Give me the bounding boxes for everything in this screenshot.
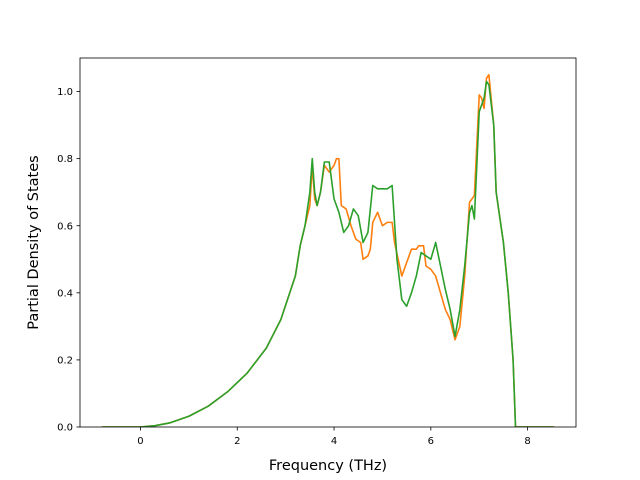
x-tick-label-1: 2: [234, 436, 240, 447]
plot-frame: [79, 57, 577, 428]
y-tick-label-2: 0.4: [57, 288, 73, 299]
y-tick-label-1: 0.2: [57, 356, 73, 367]
y-axis: 0.0 0.2 0.4 0.6 0.8 1.0: [57, 87, 80, 434]
x-tick-label-2: 4: [331, 436, 337, 447]
y-tick-label-3: 0.6: [57, 221, 73, 232]
y-tick-label-0: 0.0: [57, 423, 73, 434]
x-axis-label: Frequency (THz): [269, 458, 387, 474]
x-tick-label-3: 6: [428, 436, 434, 447]
y-tick-label-4: 0.8: [57, 154, 73, 165]
series-layer: [101, 73, 555, 427]
x-axis: 0 2 4 6 8: [137, 427, 531, 447]
x-tick-label-4: 8: [524, 436, 530, 447]
y-tick-label-5: 1.0: [57, 87, 73, 98]
y-axis-label: Partial Density of States: [26, 155, 42, 329]
series-line-1: [101, 80, 555, 427]
x-tick-label-0: 0: [137, 436, 143, 447]
